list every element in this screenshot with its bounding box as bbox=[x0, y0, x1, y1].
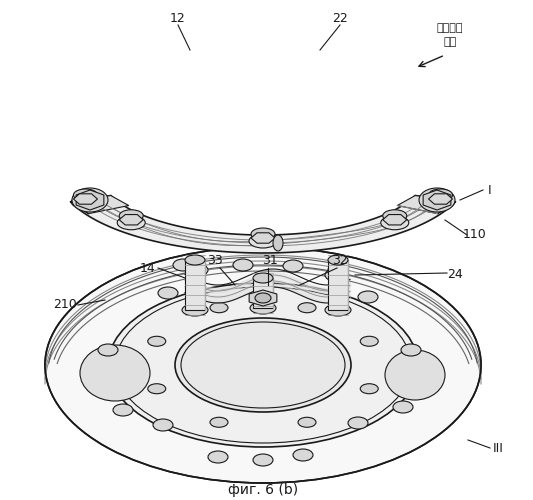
Text: 14: 14 bbox=[140, 262, 156, 274]
Ellipse shape bbox=[210, 418, 228, 428]
Text: 12: 12 bbox=[170, 12, 186, 24]
Ellipse shape bbox=[426, 195, 455, 209]
Ellipse shape bbox=[383, 210, 407, 222]
Polygon shape bbox=[119, 214, 143, 225]
Ellipse shape bbox=[360, 384, 378, 394]
Text: III: III bbox=[492, 442, 504, 454]
Text: 车轮旋转: 车轮旋转 bbox=[437, 23, 463, 33]
Polygon shape bbox=[383, 214, 407, 225]
Polygon shape bbox=[423, 190, 451, 210]
Text: 110: 110 bbox=[463, 228, 487, 241]
Ellipse shape bbox=[71, 195, 100, 209]
Polygon shape bbox=[253, 278, 273, 308]
Ellipse shape bbox=[182, 304, 208, 316]
Ellipse shape bbox=[173, 259, 193, 271]
Ellipse shape bbox=[250, 302, 276, 314]
Text: 31: 31 bbox=[262, 254, 278, 266]
Ellipse shape bbox=[273, 235, 283, 251]
Ellipse shape bbox=[175, 318, 351, 412]
Ellipse shape bbox=[325, 304, 351, 316]
Ellipse shape bbox=[253, 273, 273, 283]
Text: 33: 33 bbox=[207, 254, 223, 266]
Ellipse shape bbox=[251, 228, 275, 240]
Ellipse shape bbox=[113, 404, 133, 416]
Ellipse shape bbox=[328, 255, 348, 265]
Text: фиг. 6 (b): фиг. 6 (b) bbox=[228, 483, 298, 497]
Ellipse shape bbox=[74, 189, 98, 201]
Ellipse shape bbox=[80, 345, 150, 401]
Ellipse shape bbox=[385, 350, 445, 400]
Ellipse shape bbox=[429, 189, 453, 201]
Ellipse shape bbox=[249, 234, 277, 248]
Ellipse shape bbox=[153, 419, 173, 431]
Ellipse shape bbox=[98, 344, 118, 356]
Text: 方向: 方向 bbox=[443, 37, 457, 47]
Polygon shape bbox=[251, 233, 275, 243]
Ellipse shape bbox=[108, 283, 418, 447]
Text: 22: 22 bbox=[332, 12, 348, 24]
Polygon shape bbox=[185, 260, 205, 310]
Ellipse shape bbox=[185, 255, 205, 265]
Ellipse shape bbox=[298, 302, 316, 312]
Ellipse shape bbox=[348, 417, 368, 429]
Polygon shape bbox=[429, 194, 453, 204]
Ellipse shape bbox=[381, 216, 409, 230]
Polygon shape bbox=[70, 196, 129, 214]
Polygon shape bbox=[249, 290, 277, 306]
Ellipse shape bbox=[358, 291, 378, 303]
Polygon shape bbox=[328, 260, 348, 310]
Ellipse shape bbox=[283, 260, 303, 272]
Ellipse shape bbox=[117, 216, 145, 230]
Polygon shape bbox=[397, 196, 456, 214]
Ellipse shape bbox=[158, 287, 178, 299]
Ellipse shape bbox=[148, 336, 166, 346]
Ellipse shape bbox=[208, 451, 228, 463]
Ellipse shape bbox=[393, 401, 413, 413]
Ellipse shape bbox=[210, 302, 228, 312]
Text: I: I bbox=[488, 184, 492, 196]
Ellipse shape bbox=[298, 418, 316, 428]
Polygon shape bbox=[74, 194, 98, 204]
Text: 24: 24 bbox=[447, 268, 463, 281]
Ellipse shape bbox=[148, 384, 166, 394]
Ellipse shape bbox=[188, 264, 208, 276]
Ellipse shape bbox=[293, 449, 313, 461]
Ellipse shape bbox=[360, 336, 378, 346]
Ellipse shape bbox=[255, 293, 271, 303]
Polygon shape bbox=[76, 190, 104, 210]
Ellipse shape bbox=[401, 344, 421, 356]
Text: 32: 32 bbox=[332, 254, 348, 266]
Ellipse shape bbox=[419, 188, 455, 212]
Ellipse shape bbox=[72, 188, 108, 212]
Ellipse shape bbox=[45, 247, 481, 483]
Ellipse shape bbox=[325, 269, 345, 281]
Ellipse shape bbox=[328, 264, 348, 276]
Polygon shape bbox=[70, 196, 456, 253]
Ellipse shape bbox=[119, 210, 143, 222]
Text: 210: 210 bbox=[53, 298, 77, 312]
Ellipse shape bbox=[253, 454, 273, 466]
Ellipse shape bbox=[233, 259, 253, 271]
